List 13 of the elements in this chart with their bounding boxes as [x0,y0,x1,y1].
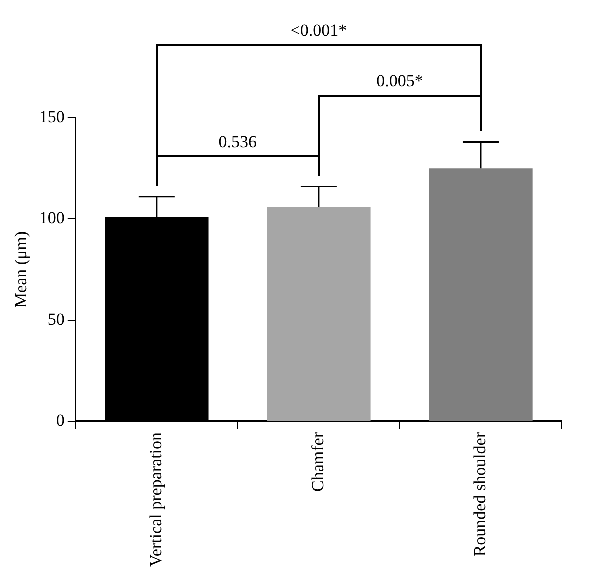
y-tick-label: 100 [39,208,65,228]
x-tick-label: Vertical preparation [146,432,166,567]
bar [429,168,533,421]
y-tick-label: 0 [56,410,65,430]
y-tick-label: 50 [48,310,65,329]
annotation: 0.536 [218,132,258,152]
y-axis-title: Mean (μm) [12,231,31,308]
x-tick-label: Chamfer [308,432,328,492]
bar [267,207,371,421]
text: <0.001* [290,21,348,40]
y-tick-label: 150 [39,107,65,126]
text: 0.005* [376,72,424,91]
x-tick-label: Rounded shoulder [470,432,490,557]
